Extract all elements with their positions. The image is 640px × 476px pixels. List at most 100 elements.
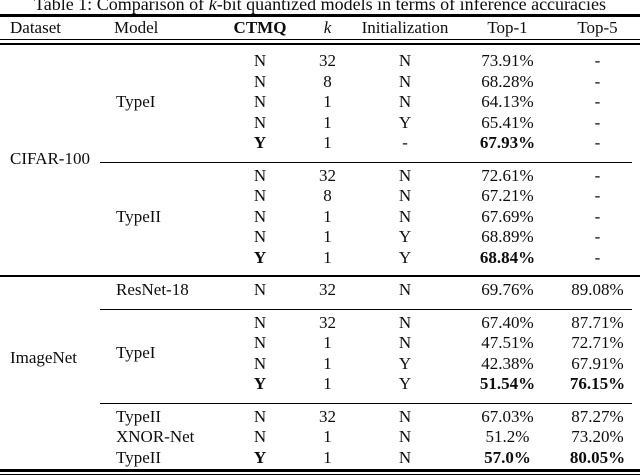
cell-dataset-cifar100: CIFAR-100 [10,149,90,169]
cell-k: 32 [319,165,336,185]
cell-ctmq: N [253,112,267,132]
cell-top1: 67.03% [481,406,534,426]
cell-top5: 72.71% [571,333,624,352]
cell-k: 1 [323,247,332,267]
cell-dataset-imagenet: ImageNet [0,280,85,468]
table-row: XNOR-Net N 1 N 51.2% 73.20% [0,427,640,448]
col-header-dataset: Dataset [0,14,85,40]
cell-model-xnornet: XNOR-Net [116,427,195,446]
mid-rule-line [100,161,632,163]
cell-k: 1 [323,92,332,111]
cell-top1: 69.76% [481,280,534,299]
cell-top5: 87.71% [571,312,624,332]
table-row: N 1 Y 65.41% - [0,113,640,134]
cell-init: N [398,71,412,91]
col-header-top1: Top-1 [460,14,555,40]
table-row: N 1 N 67.69% - [0,207,640,228]
cell-ctmq: N [253,353,267,373]
cell-top5: 87.27% [571,406,624,426]
cell-k: 1 [323,133,332,152]
cell-ctmq: Y [253,447,267,467]
cell-ctmq: N [253,312,267,332]
cell-top1: 47.51% [481,333,534,352]
cell-k: 32 [319,280,336,299]
cell-k: 1 [323,333,332,352]
table-row: N 1 N 47.51% 72.71% [0,333,640,354]
cell-top1: 42.38% [481,353,534,373]
cell-init: N [398,447,412,467]
cell-top1: 67.93% [479,133,536,152]
col-header-model: Model [85,14,215,40]
caption-suffix: -bit quantized models in terms of infere… [216,0,607,14]
cell-ctmq: Y [253,247,267,267]
cell-top5: - [594,227,601,246]
header-row: Dataset Model CTMQ k Initialization Top-… [0,14,640,40]
cell-init: N [398,427,412,446]
cell-ctmq: N [253,280,267,299]
col-header-top5: Top-5 [555,14,640,40]
caption-k-symbol: k [208,0,217,14]
table-caption: Table 1: Comparison of k-bit quantized m… [0,0,640,14]
cell-ctmq: N [253,186,267,205]
cell-top1: 67.21% [481,186,534,205]
cell-k: 1 [323,427,332,446]
cell-ctmq: N [253,51,267,70]
table-row: N 1 Y 42.38% 67.91% [0,354,640,375]
cell-init: N [398,312,412,332]
caption-prefix: Table 1: Comparison of [33,0,209,14]
cell-init: N [398,280,412,299]
cell-k: 32 [319,312,336,332]
cell-top5: - [594,186,601,205]
cell-init: N [398,165,412,185]
table-row: Y 1 Y 68.84% - [0,248,640,269]
cell-k: 8 [323,71,332,91]
section-rule-line [0,275,640,277]
cell-k: 1 [323,374,332,393]
cell-ctmq: N [253,206,267,226]
section-rule [0,268,640,280]
cell-top5: - [594,165,601,185]
table-row: TypeI N 32 N 67.40% 87.71% [0,312,640,363]
cell-init: Y [398,374,412,393]
mid-rule [0,154,640,166]
imagenet-label: ImageNet [10,347,78,367]
table-row: N 1 N 64.13% - [0,92,640,113]
mid-rule-line [100,402,632,404]
cell-top5: - [594,133,601,152]
cell-ctmq: N [253,92,267,111]
cell-top1: 51.2% [485,427,530,446]
cell-ctmq: N [253,406,267,426]
cell-k: 32 [319,51,336,70]
table-row: Y 1 Y 51.54% 76.15% [0,374,640,395]
cell-init: N [398,333,412,352]
mid-rule [0,301,640,313]
cell-top1: 67.69% [481,206,534,226]
cell-init: Y [398,227,412,246]
cell-init: N [398,92,412,111]
cell-init: - [402,133,408,152]
col-header-k: k [305,14,350,40]
cell-ctmq: N [253,333,267,352]
cell-k: 1 [323,112,332,132]
bottom-rule-line [0,469,640,475]
cell-ctmq: N [253,227,267,246]
cell-k: 1 [323,227,332,246]
bottom-rule [0,468,640,476]
cell-top1: 68.84% [479,247,536,267]
table-row: CIFAR-100 TypeI N 32 N 73.91% - [0,51,640,168]
cell-top5: 76.15% [569,374,626,393]
cell-top5: 73.20% [571,427,624,446]
cell-top1: 72.61% [481,165,534,185]
table-row: TypeII N 32 N 72.61% - [0,165,640,226]
results-table: Dataset Model CTMQ k Initialization Top-… [0,14,640,476]
table-row: TypeII N 32 N 67.03% 87.27% [0,407,640,428]
cell-top5: 80.05% [569,447,626,467]
cell-top5: - [594,112,601,132]
cell-top1: 68.28% [481,71,534,91]
table-row: TypeII Y 1 N 57.0% 80.05% [0,448,640,469]
table-row: ImageNet ResNet-18 N 32 N 69.76% 89.08% [0,280,640,367]
cell-init: N [398,206,412,226]
col-header-initialization: Initialization [350,14,460,40]
cell-init: Y [398,353,412,373]
cell-model-typeI: TypeI [116,92,156,111]
